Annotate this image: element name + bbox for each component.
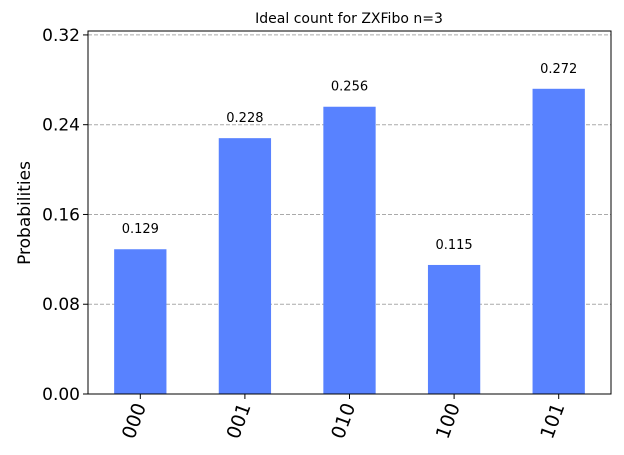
- x-tick-label: 101: [536, 400, 569, 442]
- bar: [532, 88, 585, 394]
- bar-value-label: 0.272: [540, 62, 577, 77]
- bar-value-label: 0.115: [435, 238, 472, 253]
- bar-value-labels: 0.129 0.228 0.256 0.115 0.272: [122, 62, 578, 253]
- x-axis: 000 001 010 100 101: [118, 394, 569, 442]
- y-tick-label: 0.00: [42, 385, 80, 405]
- chart-title: Ideal count for ZXFibo n=3: [255, 11, 443, 27]
- bar: [218, 138, 272, 394]
- bar-value-label: 0.256: [331, 80, 368, 95]
- bar: [427, 264, 481, 394]
- y-tick-label: 0.16: [42, 205, 80, 225]
- bar: [114, 249, 167, 394]
- bar-value-label: 0.228: [226, 111, 263, 126]
- y-tick-label: 0.08: [42, 295, 80, 315]
- y-tick-label: 0.32: [42, 26, 80, 46]
- bars: [114, 88, 585, 394]
- x-tick-label: 010: [327, 400, 360, 442]
- y-axis: 0.00 0.08 0.16 0.24 0.32: [42, 26, 88, 405]
- bar: [323, 106, 376, 394]
- y-axis-label: Probabilities: [15, 161, 35, 265]
- x-tick-label: 001: [223, 400, 256, 442]
- y-tick-label: 0.24: [42, 116, 80, 136]
- x-tick-label: 000: [118, 400, 151, 442]
- x-tick-label: 100: [432, 400, 465, 442]
- bar-value-label: 0.129: [122, 222, 159, 237]
- plot-frame: [87, 30, 612, 395]
